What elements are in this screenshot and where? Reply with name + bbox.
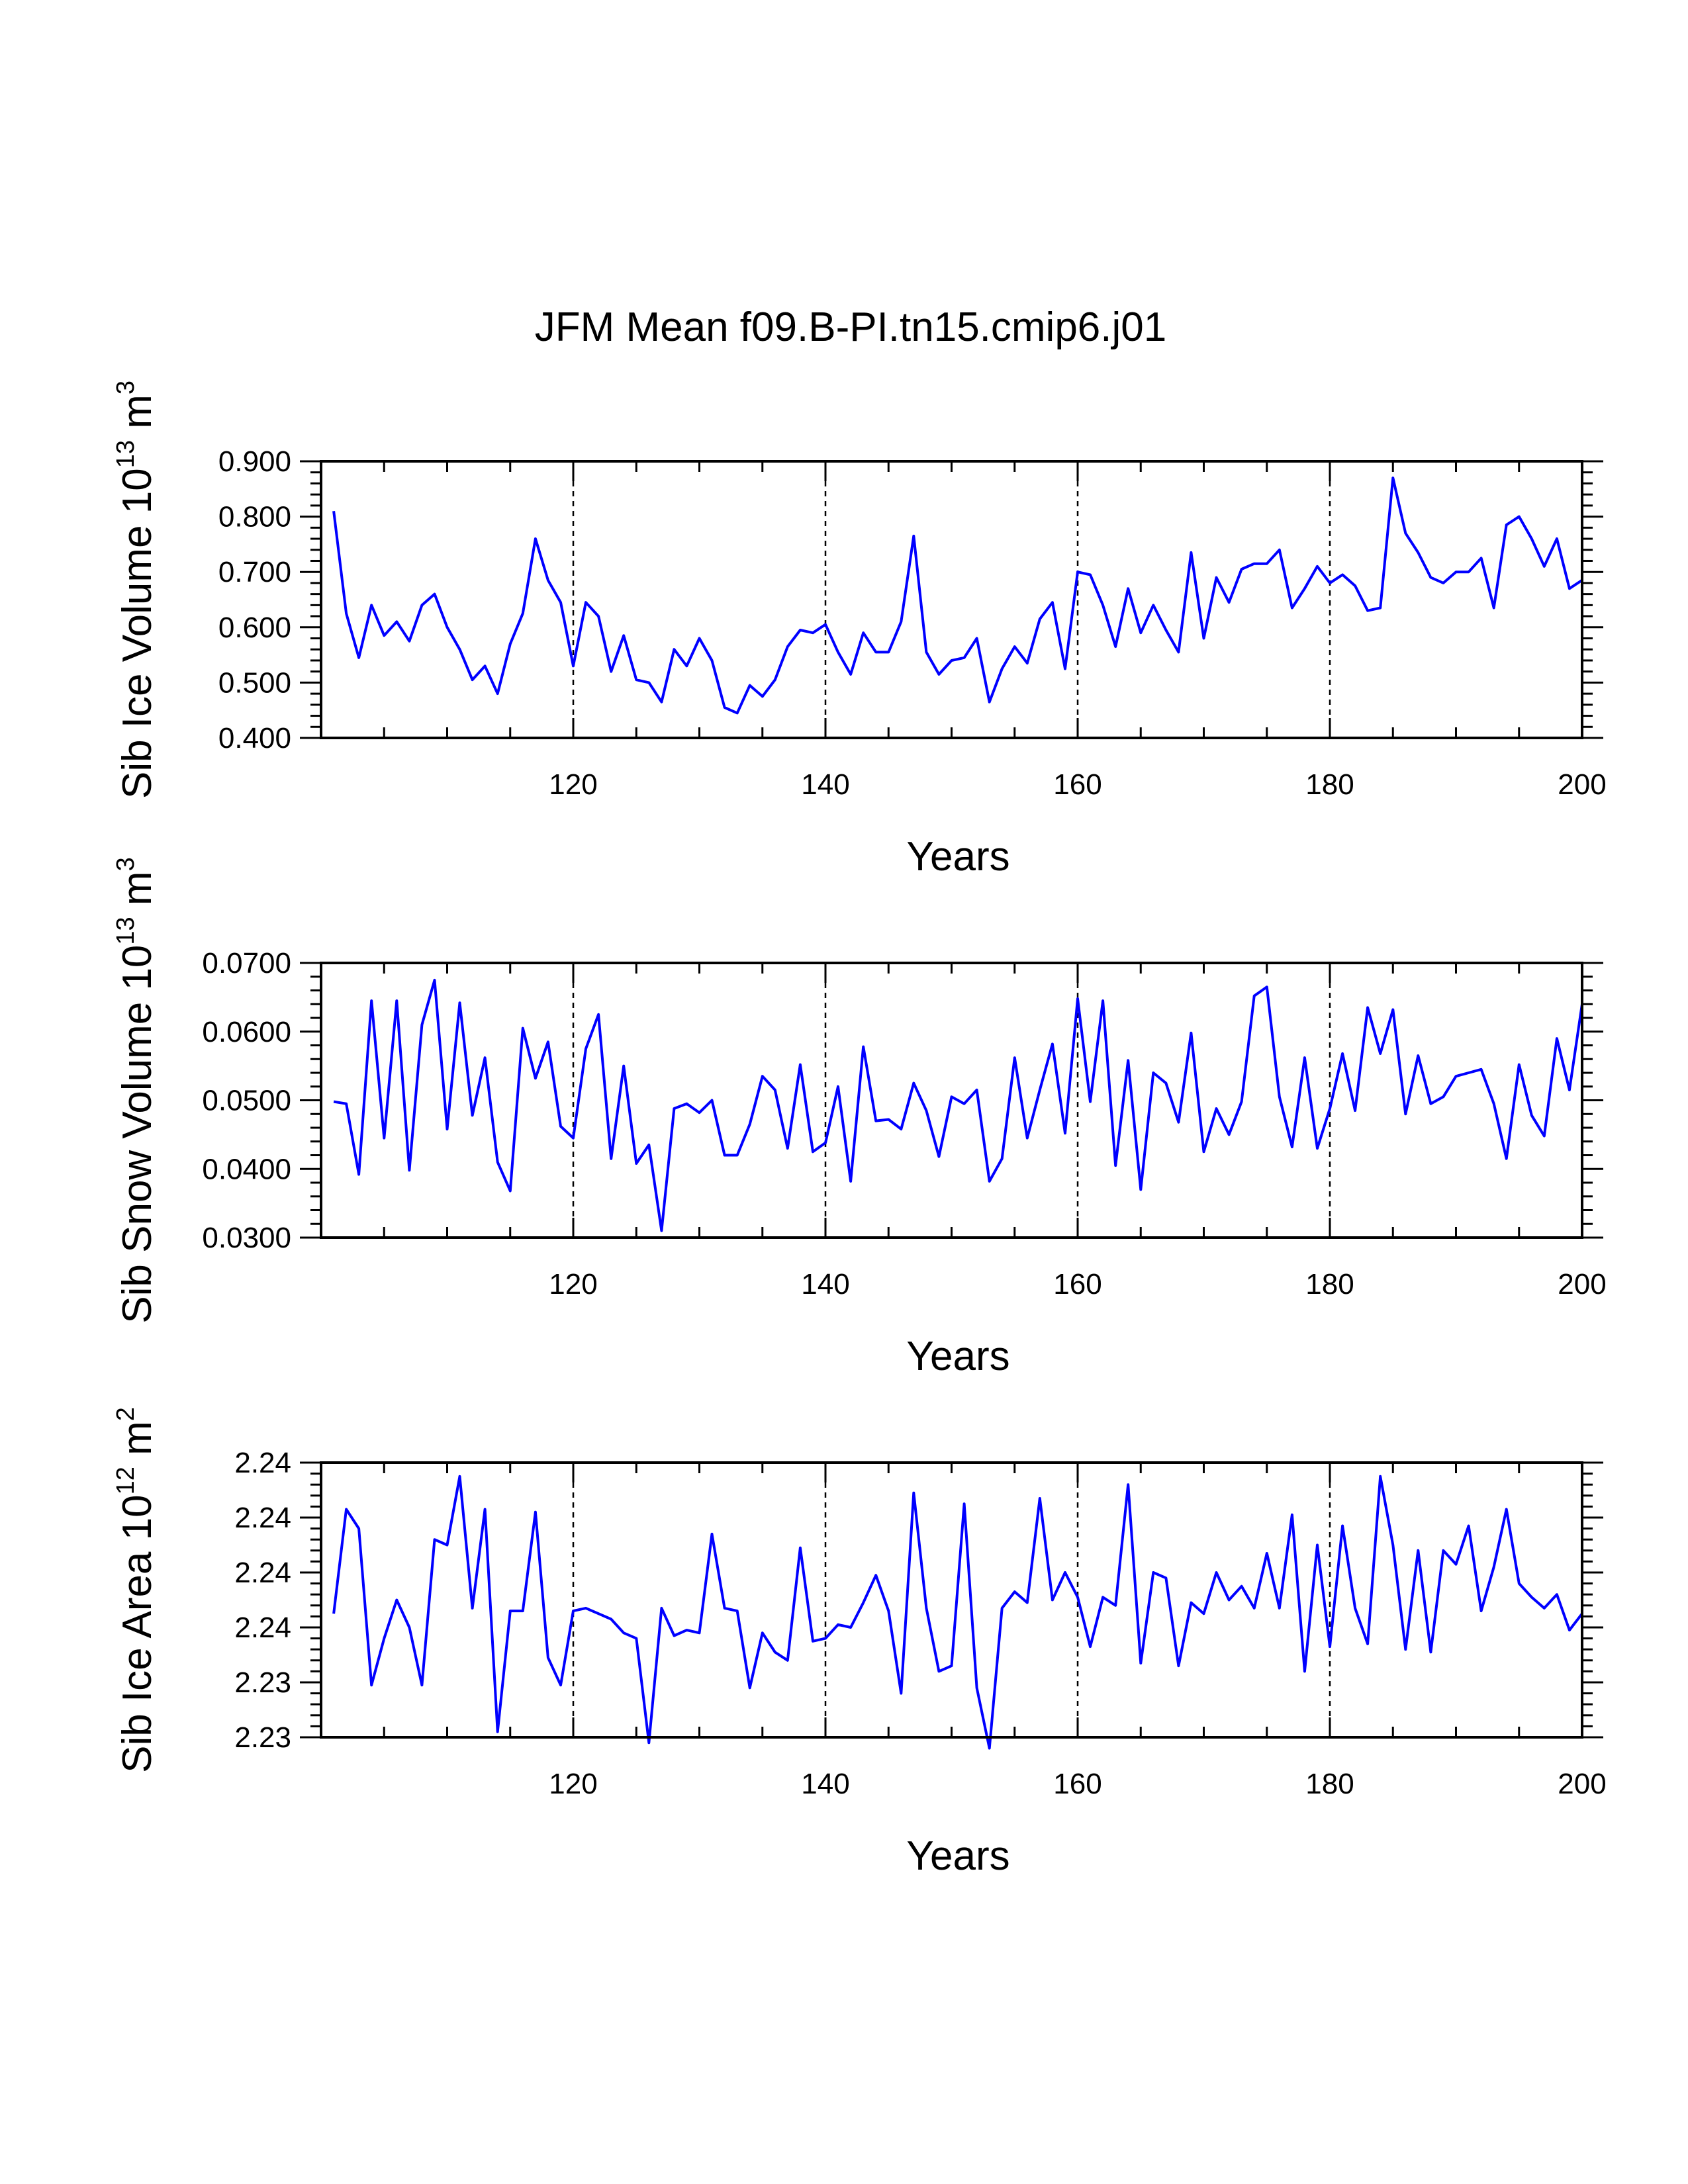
x-tick-label: 140	[801, 768, 849, 801]
y-axis-title: Sib Ice Area 1012 m2	[112, 1407, 160, 1773]
x-tick-label: 120	[549, 1268, 597, 1300]
y-tick-label: 2.24	[234, 1557, 291, 1589]
panel-snow-volume: 0.0300 0.0400 0.0500 0.0600 0.0700 120 140 160 1…	[112, 857, 1607, 1379]
x-tick-label: 160	[1053, 768, 1102, 801]
y-axis-title-unit: m	[115, 871, 160, 917]
x-tick-label: 120	[549, 1768, 597, 1800]
panel-ice-area: 2.23 2.23 2.24 2.24 2.24 2.24 120 140 160 180 200 Y…	[112, 1407, 1607, 1879]
x-axis-title: Years	[906, 1833, 1009, 1879]
x-axis-title: Years	[906, 1334, 1009, 1379]
y-axis-title-exponent: 13	[112, 917, 140, 944]
y-tick-label: 0.0400	[202, 1153, 291, 1185]
y-tick-label: 0.400	[218, 722, 291, 754]
y-tick-label: 0.0500	[202, 1085, 291, 1117]
y-tick-label: 0.0300	[202, 1222, 291, 1254]
x-tick-label: 160	[1053, 1268, 1102, 1300]
y-axis-title-main: Sib Ice Area 10	[115, 1494, 160, 1773]
panels: 0.400 0.500 0.600 0.700 0.800 0.900 120 140 160 1…	[112, 381, 1607, 1879]
series-line-snow-volume	[333, 978, 1583, 1232]
y-tick-label: 0.600	[218, 612, 291, 644]
x-tick-label: 180	[1305, 1768, 1354, 1800]
y-tick-label: 0.0600	[202, 1016, 291, 1048]
y-axis-title-unit: m	[115, 394, 160, 440]
x-tick-label: 160	[1053, 1768, 1102, 1800]
y-axis-title-text: Sib Snow Volume 1013 m3	[112, 857, 160, 1323]
x-axis-title: Years	[906, 834, 1009, 880]
y-axis-title: Sib Ice Volume 1013 m3	[112, 381, 160, 799]
x-tick-label: 140	[801, 1768, 849, 1800]
x-tick-label: 200	[1558, 1268, 1606, 1300]
y-tick-label: 2.23	[234, 1666, 291, 1699]
y-axis-title-unit-exponent: 3	[112, 857, 140, 871]
series-line-ice-area	[332, 1475, 1583, 1750]
y-tick-label: 0.700	[218, 556, 291, 588]
x-tick-label: 180	[1305, 1268, 1354, 1300]
plot-frame	[320, 460, 1583, 739]
y-axis-title-exponent: 12	[112, 1467, 140, 1494]
y-tick-label: 2.24	[234, 1502, 291, 1534]
y-tick-label: 0.0700	[202, 947, 291, 979]
y-tick-label: 2.24	[234, 1612, 291, 1644]
y-tick-label: 0.500	[218, 666, 291, 699]
series-line-ice-volume	[332, 477, 1583, 715]
y-axis-title-text: Sib Ice Volume 1013 m3	[112, 381, 160, 799]
plot-frame	[320, 962, 1583, 1239]
x-tick-label: 180	[1305, 768, 1354, 801]
y-axis-title-main: Sib Ice Volume 10	[115, 468, 160, 799]
y-axis-title-main: Sib Snow Volume 10	[115, 945, 160, 1324]
y-tick-label: 2.23	[234, 1721, 291, 1754]
y-axis-title-unit: m	[115, 1421, 160, 1467]
y-axis-title-exponent: 13	[112, 440, 140, 468]
chart-title: JFM Mean f09.B-PI.tn15.cmip6.j01	[535, 304, 1167, 350]
y-axis-title-unit-exponent: 3	[112, 381, 140, 394]
x-tick-label: 140	[801, 1268, 849, 1300]
x-tick-label: 120	[549, 768, 597, 801]
y-tick-label: 0.900	[218, 445, 291, 478]
y-axis-title-unit-exponent: 2	[112, 1407, 140, 1421]
plot-frame	[320, 1461, 1583, 1739]
y-axis-title-text: Sib Ice Area 1012 m2	[112, 1407, 160, 1773]
x-tick-label: 200	[1558, 1768, 1606, 1800]
panel-ice-volume: 0.400 0.500 0.600 0.700 0.800 0.900 120 140 160 1…	[112, 381, 1607, 880]
y-tick-label: 2.24	[234, 1447, 291, 1479]
x-tick-label: 200	[1558, 768, 1606, 801]
y-tick-label: 0.800	[218, 501, 291, 533]
y-axis-title: Sib Snow Volume 1013 m3	[112, 857, 160, 1323]
